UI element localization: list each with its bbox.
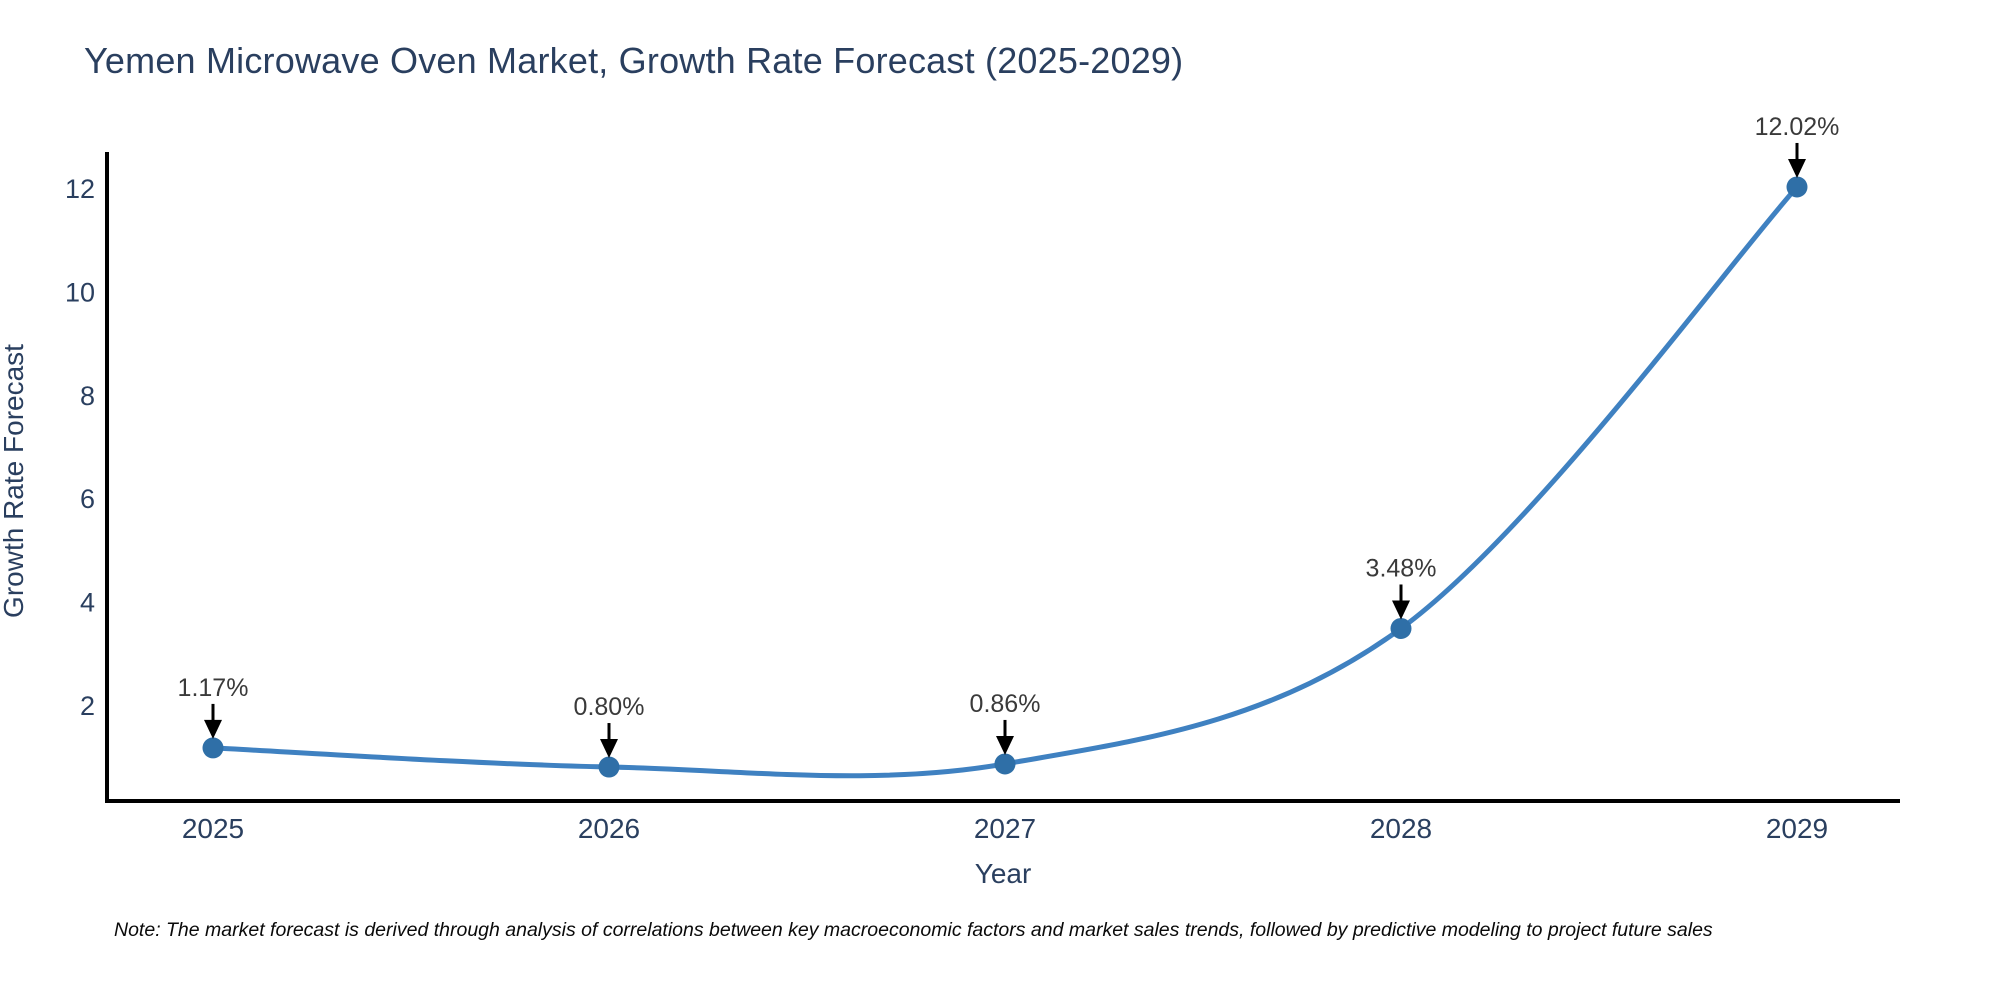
annotation-arrowhead [1788,158,1806,178]
y-tick-label: 6 [80,484,95,514]
chart-title: Yemen Microwave Oven Market, Growth Rate… [84,40,1184,81]
annotation-label: 12.02% [1755,113,1840,141]
data-point-2029 [1786,176,1808,198]
footnote: Note: The market forecast is derived thr… [114,919,1713,941]
x-axis-title: Year [974,858,1032,889]
annotation-label: 1.17% [178,674,249,702]
annotation-arrowhead [600,739,618,759]
x-tick-label: 2025 [182,813,244,844]
y-tick-label: 2 [80,691,95,721]
x-tick-label: 2029 [1766,813,1828,844]
annotation-arrowhead [1392,600,1410,620]
x-tick-label: 2027 [974,813,1036,844]
y-tick-label: 8 [80,381,95,411]
y-tick-label: 10 [65,277,95,307]
y-tick-label: 12 [65,174,95,204]
annotation-arrowhead [996,735,1014,755]
series-line [210,184,1800,779]
annotation-label: 0.86% [970,690,1041,718]
x-tick-label: 2026 [578,813,640,844]
annotation-arrowhead [204,719,222,739]
axis-lines [105,152,1900,803]
annotation-label: 3.48% [1366,554,1437,582]
data-point-2028 [1390,617,1412,639]
annotation-label: 0.80% [574,693,645,721]
data-point-2025 [202,737,224,759]
y-tick-label: 4 [80,588,95,618]
data-point-2026 [598,756,620,778]
data-point-2027 [994,753,1016,775]
y-axis-title: Growth Rate Forecast [0,344,29,618]
x-tick-label: 2028 [1370,813,1432,844]
